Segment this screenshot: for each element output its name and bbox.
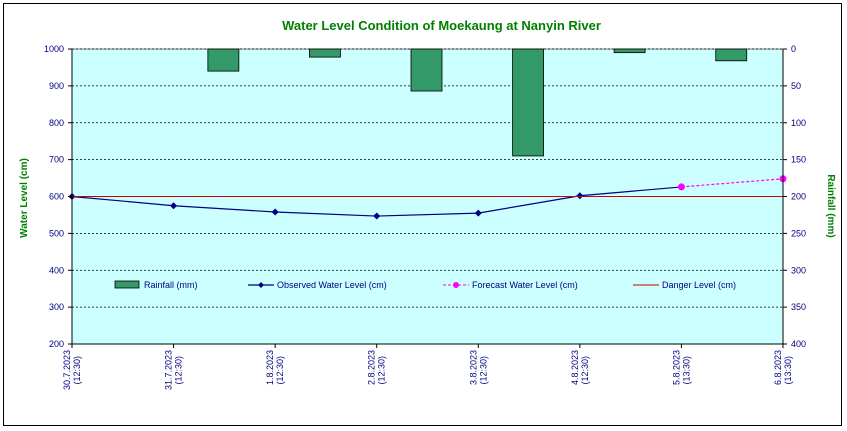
y-tick-label: 800 bbox=[49, 118, 64, 128]
observed-point bbox=[170, 202, 178, 210]
y2-tick-label: 0 bbox=[791, 44, 796, 54]
y2-tick-label: 150 bbox=[791, 155, 806, 165]
x-tick-label: 30.7.2023 (12:30) bbox=[62, 350, 82, 390]
legend-label: Forecast Water Level (cm) bbox=[472, 280, 578, 290]
y2-tick-label: 300 bbox=[791, 265, 806, 275]
x-tick-time: (13:30) bbox=[681, 356, 691, 385]
y-tick-label: 200 bbox=[49, 339, 64, 349]
y2-tick-label: 400 bbox=[791, 339, 806, 349]
y-tick-label: 300 bbox=[49, 302, 64, 312]
y-tick-label: 700 bbox=[49, 155, 64, 165]
rainfall-bar bbox=[512, 48, 544, 157]
x-tick-time: (12:30) bbox=[275, 356, 285, 385]
rainfall-bar bbox=[715, 48, 748, 62]
y2-axis-label: Rainfall (mm) bbox=[825, 174, 836, 237]
x-tick-label: 4.8.2023 (12:30) bbox=[570, 350, 590, 385]
rainfall-bar bbox=[410, 48, 443, 92]
x-tick-time: (12:30) bbox=[478, 356, 488, 385]
x-tick-time: (12:30) bbox=[72, 356, 82, 385]
x-tick-date: 6.8.2023 bbox=[773, 350, 783, 385]
x-tick-date: 3.8.2023 bbox=[468, 350, 478, 385]
legend-observed-marker bbox=[258, 282, 264, 288]
x-tick-time: (12:30) bbox=[580, 356, 590, 385]
y-tick-label: 1000 bbox=[44, 44, 64, 54]
x-tick-label: 2.8.2023 (12:30) bbox=[367, 350, 387, 385]
observed-point bbox=[576, 192, 584, 200]
x-tick-date: 1.8.2023 bbox=[265, 350, 275, 385]
observed-point bbox=[373, 212, 381, 220]
x-tick-time: (13:30) bbox=[783, 356, 793, 385]
y2-tick-label: 350 bbox=[791, 302, 806, 312]
legend-rainfall-swatch bbox=[114, 280, 140, 289]
y-axis-label: Water Level (cm) bbox=[19, 158, 30, 238]
rainfall-bar bbox=[309, 48, 341, 58]
legend: Rainfall (mm) Observed Water Level (cm) Fo… bbox=[114, 280, 736, 290]
chart-title: Water Level Condition of Moekaung at Nan… bbox=[282, 18, 601, 33]
y-tick-label: 500 bbox=[49, 228, 64, 238]
x-tick-label: 5.8.2023 (13:30) bbox=[671, 350, 691, 385]
x-tick-date: 31.7.2023 bbox=[164, 350, 174, 390]
observed-point bbox=[474, 209, 482, 217]
legend-label: Observed Water Level (cm) bbox=[277, 280, 387, 290]
y2-tick-label: 50 bbox=[791, 81, 801, 91]
legend-forecast-marker bbox=[453, 282, 459, 288]
x-tick-label: 6.8.2023 (13:30) bbox=[773, 350, 793, 385]
forecast-line bbox=[681, 178, 784, 188]
observed-point bbox=[271, 208, 279, 216]
x-tick-label: 3.8.2023 (12:30) bbox=[468, 350, 488, 385]
y-tick-label: 600 bbox=[49, 192, 64, 202]
rainfall-bar bbox=[613, 48, 646, 54]
y2-tick-label: 200 bbox=[791, 192, 806, 202]
y2-tick-label: 100 bbox=[791, 118, 806, 128]
x-tick-date: 30.7.2023 bbox=[62, 350, 72, 390]
y2-tick-label: 250 bbox=[791, 228, 806, 238]
x-tick-label: 31.7.2023 (12:30) bbox=[164, 350, 184, 390]
forecast-point bbox=[677, 183, 685, 191]
rainfall-bar bbox=[207, 48, 240, 72]
legend-label: Danger Level (cm) bbox=[662, 280, 736, 290]
x-tick-label: 1.8.2023 (12:30) bbox=[265, 350, 285, 385]
legend-label: Rainfall (mm) bbox=[144, 280, 198, 290]
x-tick-date: 4.8.2023 bbox=[570, 350, 580, 385]
x-tick-date: 2.8.2023 bbox=[367, 350, 377, 385]
x-tick-time: (12:30) bbox=[377, 356, 387, 385]
y-tick-label: 400 bbox=[49, 265, 64, 275]
y-tick-label: 900 bbox=[49, 81, 64, 91]
x-tick-time: (12:30) bbox=[174, 356, 184, 385]
x-tick-date: 5.8.2023 bbox=[671, 350, 681, 385]
